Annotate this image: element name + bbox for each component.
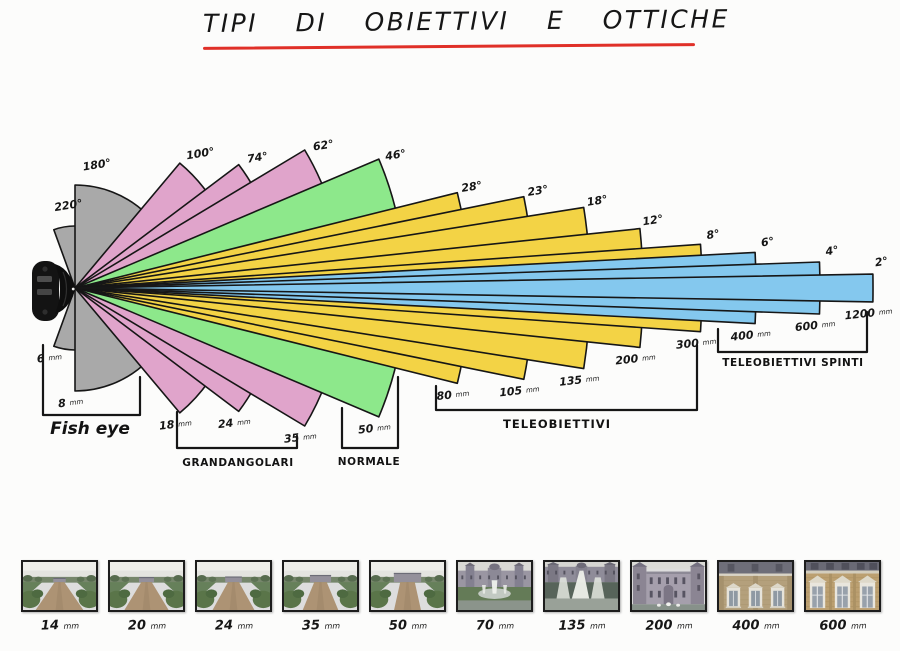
angle-label-35mm: 62°	[312, 137, 335, 153]
angle-label-8mm: 180°	[82, 156, 112, 173]
sample-photo-image	[284, 562, 357, 610]
bracket-teleobiettivi_spinti	[716, 310, 869, 354]
angle-label-400mm: 6°	[760, 235, 775, 250]
sample-photo-image	[806, 562, 879, 610]
photo-focal-label: 70 mm	[475, 617, 515, 634]
focal-label-200mm: 200 mm	[615, 350, 657, 367]
sample-photo-135mm	[543, 560, 620, 612]
photo-focal-label: 600 mm	[819, 617, 867, 634]
group-label-teleobiettivi_spinti: TELEOBIETTIVI SPINTI	[722, 357, 863, 369]
photo-item: 70 mm	[456, 560, 534, 634]
photo-focal-label: 20 mm	[127, 617, 167, 634]
sample-photo-image	[719, 562, 792, 610]
focal-label-35mm: 35 mm	[283, 429, 317, 445]
focal-label-8mm: 8 mm	[57, 395, 84, 411]
photo-item: 50 mm	[369, 560, 447, 634]
group-label-teleobiettivi: TELEOBIETTIVI	[503, 417, 611, 431]
bracket-normale	[340, 375, 400, 450]
focal-label-600mm: 600 mm	[794, 317, 836, 334]
photo-item: 14 mm	[21, 560, 99, 634]
photo-focal-label: 400 mm	[732, 617, 780, 634]
sample-photo-400mm	[717, 560, 794, 612]
angle-label-105mm: 23°	[527, 183, 550, 199]
sample-photo-70mm	[456, 560, 533, 612]
sample-photo-24mm	[195, 560, 272, 612]
angle-label-600mm: 4°	[824, 243, 840, 258]
sample-photo-image	[545, 562, 618, 610]
focal-label-6mm: 6 mm	[36, 350, 63, 366]
photo-focal-label: 24 mm	[214, 617, 254, 634]
sample-photo-image	[110, 562, 183, 610]
photo-item: 400 mm	[717, 560, 795, 634]
sample-photo-image	[23, 562, 96, 610]
sample-photo-image	[632, 562, 705, 610]
sample-photo-image	[371, 562, 444, 610]
angle-label-300mm: 8°	[706, 227, 721, 242]
group-label-grandangolari: GRANDANGOLARI	[182, 457, 293, 469]
group-label-fisheye: Fish eye	[50, 419, 130, 439]
angle-label-200mm: 12°	[642, 212, 665, 228]
sample-photo-600mm	[804, 560, 881, 612]
photo-focal-label: 35 mm	[301, 617, 341, 634]
angle-label-6mm: 220°	[53, 197, 83, 214]
focal-label-400mm: 400 mm	[729, 327, 772, 344]
focal-label-135mm: 135 mm	[559, 372, 601, 389]
wedge-1200mm	[74, 273, 874, 303]
photo-item: 20 mm	[108, 560, 186, 634]
focal-label-50mm: 50 mm	[357, 420, 391, 436]
angle-label-18mm: 100°	[185, 145, 215, 162]
focal-label-24mm: 24 mm	[217, 415, 251, 431]
photo-item: 200 mm	[630, 560, 708, 634]
angle-label-80mm: 28°	[460, 179, 483, 195]
photo-strip: 14 mm 20 mm 24 mm 35 mm 50 mm 70 mm 135 mm 200 …	[21, 560, 882, 634]
sample-photo-50mm	[369, 560, 446, 612]
sample-photo-image	[197, 562, 270, 610]
camera-lens-icon	[32, 261, 75, 321]
photo-focal-label: 135 mm	[558, 617, 606, 634]
photo-item: 135 mm	[543, 560, 621, 634]
angle-label-24mm: 74°	[246, 150, 269, 166]
group-label-normale: NORMALE	[338, 456, 400, 468]
bracket-grandangolari	[175, 410, 299, 450]
photo-item: 600 mm	[804, 560, 882, 634]
sample-photo-35mm	[282, 560, 359, 612]
sample-photo-20mm	[108, 560, 185, 612]
sample-photo-14mm	[21, 560, 98, 612]
photo-focal-label: 200 mm	[645, 617, 693, 634]
angle-label-50mm: 46°	[383, 147, 407, 163]
photo-item: 24 mm	[195, 560, 273, 634]
focal-label-105mm: 105 mm	[499, 382, 541, 399]
photo-focal-label: 50 mm	[388, 617, 428, 634]
focal-label-80mm: 80 mm	[436, 387, 470, 403]
angle-label-135mm: 18°	[586, 193, 609, 209]
focal-label-18mm: 18 mm	[158, 416, 192, 432]
bracket-teleobiettivi	[434, 343, 699, 412]
bracket-fisheye	[41, 343, 142, 417]
photo-focal-label: 14 mm	[40, 617, 80, 634]
focal-label-1200mm: 1200 mm	[844, 304, 893, 322]
sample-photo-image	[458, 562, 531, 610]
photo-item: 35 mm	[282, 560, 360, 634]
sample-photo-200mm	[630, 560, 707, 612]
angle-label-1200mm: 2°	[874, 254, 889, 269]
